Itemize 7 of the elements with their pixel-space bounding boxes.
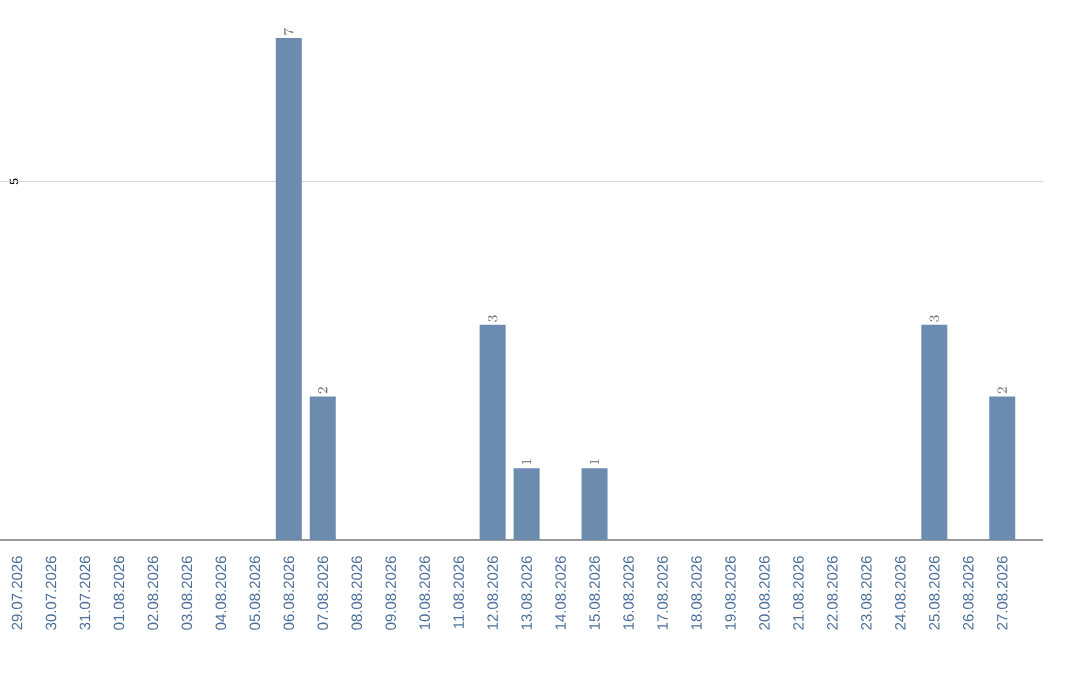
bar xyxy=(513,468,540,540)
bar xyxy=(581,468,608,540)
bar xyxy=(921,324,948,540)
bar xyxy=(309,396,336,540)
bar xyxy=(275,38,302,540)
bar xyxy=(989,396,1016,540)
bar xyxy=(479,324,506,540)
